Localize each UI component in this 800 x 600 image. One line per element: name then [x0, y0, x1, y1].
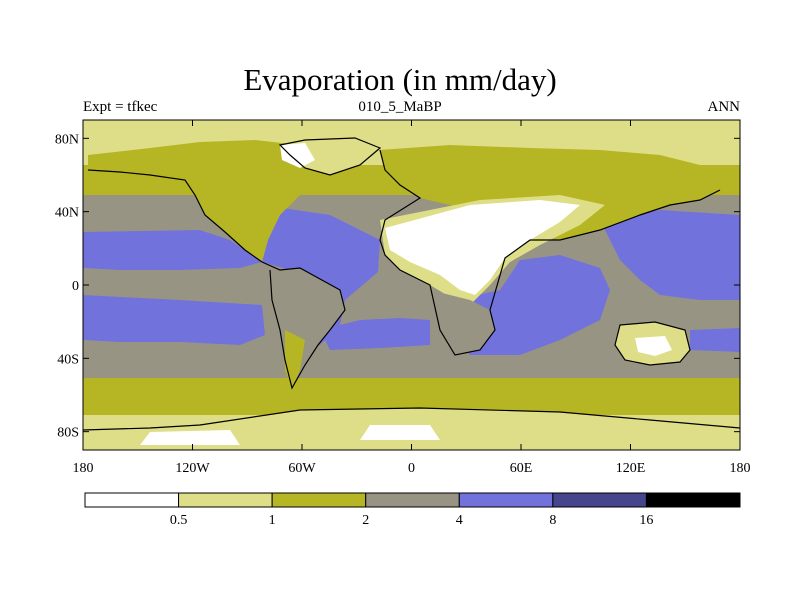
colorbar-swatch — [365, 492, 460, 508]
field-australia-interior — [635, 336, 672, 356]
field-sahara-desert — [385, 200, 580, 295]
experiment-label: Expt = tfkec — [83, 99, 158, 115]
field-africa-central — [430, 290, 495, 355]
field-pacific-north-blue — [83, 230, 262, 270]
coastline-australia — [614, 321, 691, 366]
coastline-greenland — [278, 137, 382, 176]
latitude-axis: 80N 40N 0 40S 80S — [55, 132, 740, 441]
lat-tick-label: 80N — [55, 132, 79, 147]
plot-title: Evaporation (in mm/day) — [243, 62, 557, 97]
field-antarctica-ice — [140, 425, 440, 445]
coastline-namerica — [87, 169, 346, 390]
lon-tick-label: 180 — [730, 461, 751, 476]
lat-tick-label: 0 — [72, 279, 79, 294]
field-pacific-south-blue — [83, 295, 265, 345]
lon-tick-label: 120E — [616, 461, 646, 476]
lat-tick-label: 80S — [57, 426, 79, 441]
map-field — [83, 120, 740, 450]
colorbar-swatch — [645, 492, 741, 508]
colorbar-swatch — [178, 492, 273, 508]
colorbar-level-label: 8 — [549, 513, 556, 528]
colorbar-level-label: 1 — [269, 513, 276, 528]
field-atlantic-south-blue — [320, 318, 430, 350]
field-greenland-ice — [280, 143, 315, 168]
time-label: 010_5_MaBP — [358, 99, 442, 115]
field-namerica — [88, 140, 350, 262]
lat-tick-label: 40S — [57, 352, 79, 367]
coastline-antarctica — [83, 407, 740, 431]
colorbar-swatch — [271, 492, 367, 508]
lon-tick-label: 0 — [408, 461, 415, 476]
field-westpac-blue — [600, 210, 740, 300]
colorbar-level-label: 4 — [456, 513, 463, 528]
colorbar-swatch — [84, 492, 180, 508]
colorbar-swatch — [552, 492, 647, 508]
lon-tick-label: 180 — [73, 461, 94, 476]
lon-tick-label: 60E — [510, 461, 533, 476]
colorbar: 0.5 1 2 4 8 16 — [84, 492, 741, 528]
lon-tick-label: 120W — [175, 461, 210, 476]
lon-tick-label: 60W — [288, 461, 316, 476]
colorbar-level-label: 2 — [362, 513, 369, 528]
coastline-eurasia-africa — [379, 149, 721, 356]
colorbar-swatch — [458, 492, 554, 508]
field-samerica-south — [285, 330, 305, 388]
longitude-axis: 180 120W 60W 0 60E 120E 180 — [73, 120, 751, 476]
colorbar-level-label: 16 — [639, 513, 653, 528]
field-southpac-blue — [690, 328, 740, 352]
season-label: ANN — [707, 99, 741, 115]
lat-tick-label: 40N — [55, 206, 79, 221]
colorbar-level-label: 0.5 — [170, 513, 188, 528]
field-atlantic-blue — [262, 205, 380, 350]
